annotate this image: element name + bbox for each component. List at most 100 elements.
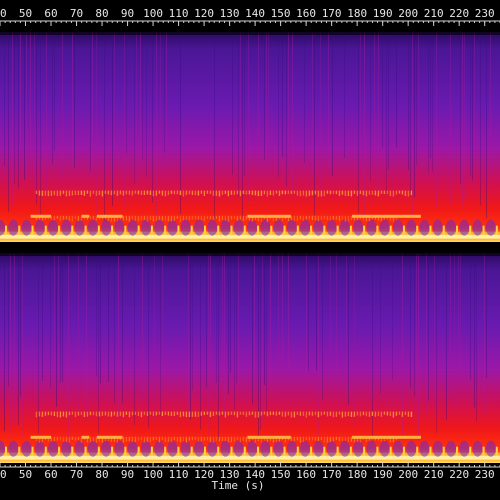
harmonic-tick (149, 411, 152, 415)
time-slice-streak (4, 32, 5, 166)
pulse-spike (190, 225, 193, 235)
harmonic-tick (272, 436, 275, 443)
time-slice-streak (192, 253, 193, 391)
harmonic-tick (38, 436, 41, 443)
harmonic-tick (323, 215, 326, 220)
harmonic-tick (176, 190, 179, 195)
harmonic-tick (206, 190, 209, 194)
pulse-blob (326, 440, 337, 457)
harmonic-tick (209, 215, 212, 220)
harmonic-tick (128, 190, 131, 195)
top-time-axis: 40 50 60 70 80 90 100 110 120 130 140 150 160 170 180 1… (0, 7, 500, 26)
harmonic-tick (254, 436, 257, 443)
pulse-spike (482, 225, 485, 235)
time-slice-streak (208, 253, 209, 436)
harmonic-tick (74, 436, 77, 441)
sustained-tone-segment (30, 435, 52, 439)
pulse-spike (257, 225, 260, 235)
harmonic-tick (173, 411, 176, 417)
harmonic-tick (305, 411, 308, 418)
harmonic-tick (158, 436, 161, 443)
harmonic-tick (128, 411, 131, 418)
time-slice-streak (360, 32, 361, 166)
time-slice-streak (306, 253, 307, 377)
time-slice-streak (354, 253, 355, 428)
pulse-blob (114, 219, 125, 236)
harmonic-tick (218, 215, 221, 222)
harmonic-tick (182, 215, 185, 221)
time-slice-streak (330, 253, 331, 374)
harmonic-tick (230, 411, 233, 415)
harmonic-tick (251, 215, 254, 222)
pulse-spike (257, 446, 260, 456)
pulse-spike (495, 225, 498, 235)
time-slice-streak (288, 253, 289, 370)
harmonic-tick (377, 411, 380, 417)
pulse-spike (283, 446, 286, 456)
pulse-spike (203, 446, 206, 456)
bottom-axis-tick-label: 170 (322, 468, 342, 481)
harmonic-tick (260, 215, 263, 222)
harmonic-tick (59, 436, 62, 441)
time-slice-streak (72, 32, 73, 165)
time-slice-streak (268, 32, 269, 150)
pulse-spike (97, 446, 100, 456)
pulse-blob (313, 219, 324, 236)
harmonic-tick (305, 215, 308, 220)
x-axis-title: Time (s) (212, 479, 265, 492)
pulse-spike (296, 225, 299, 235)
harmonic-tick (53, 436, 56, 442)
time-slice-streak (262, 253, 263, 426)
pulse-blob (419, 219, 430, 236)
pulse-spike (124, 225, 127, 235)
harmonic-tick (122, 436, 125, 443)
time-slice-streak (140, 32, 141, 170)
time-slice-streak (60, 253, 61, 383)
harmonic-tick (200, 215, 203, 220)
harmonic-tick (305, 190, 308, 197)
time-slice-streak (160, 32, 161, 174)
harmonic-tick (224, 436, 227, 441)
harmonic-tick (116, 411, 119, 417)
pulse-blob (353, 219, 364, 236)
channel-edge (0, 253, 500, 256)
harmonic-tick (167, 190, 170, 196)
time-slice-streak (52, 32, 53, 164)
pulse-blob (101, 219, 112, 236)
pulse-blob (392, 219, 403, 236)
pulse-spike (18, 446, 21, 456)
harmonic-tick (320, 215, 323, 220)
harmonic-tick (122, 190, 125, 196)
time-slice-streak (98, 253, 99, 434)
time-slice-streak (234, 253, 235, 411)
harmonic-tick (35, 436, 38, 441)
harmonic-tick (221, 215, 224, 221)
time-slice-streak (260, 253, 261, 430)
time-slice-streak (486, 32, 487, 219)
harmonic-tick (347, 190, 350, 197)
harmonic-tick (158, 411, 161, 415)
harmonic-tick (41, 190, 44, 196)
pulse-blob (87, 440, 98, 457)
time-slice-streak (166, 32, 167, 150)
pulse-spike (323, 446, 326, 456)
harmonic-tick (56, 411, 59, 418)
time-slice-streak (148, 253, 149, 428)
harmonic-tick (362, 411, 365, 416)
time-slice-streak (232, 32, 233, 175)
pulse-blob (260, 219, 271, 236)
harmonic-tick (68, 215, 71, 221)
harmonic-tick (398, 411, 401, 415)
harmonic-tick (230, 190, 233, 195)
harmonic-tick (386, 411, 389, 416)
harmonic-tick (302, 436, 305, 443)
harmonic-tick (296, 411, 299, 415)
harmonic-tick (191, 411, 194, 417)
harmonic-tick (215, 190, 218, 196)
pulse-spike (150, 446, 153, 456)
pulse-blob (180, 219, 191, 236)
time-slice-streak (214, 32, 215, 219)
harmonic-tick (296, 215, 299, 221)
top-axis-tick-label: 70 (70, 7, 83, 20)
harmonic-tick (287, 215, 290, 222)
